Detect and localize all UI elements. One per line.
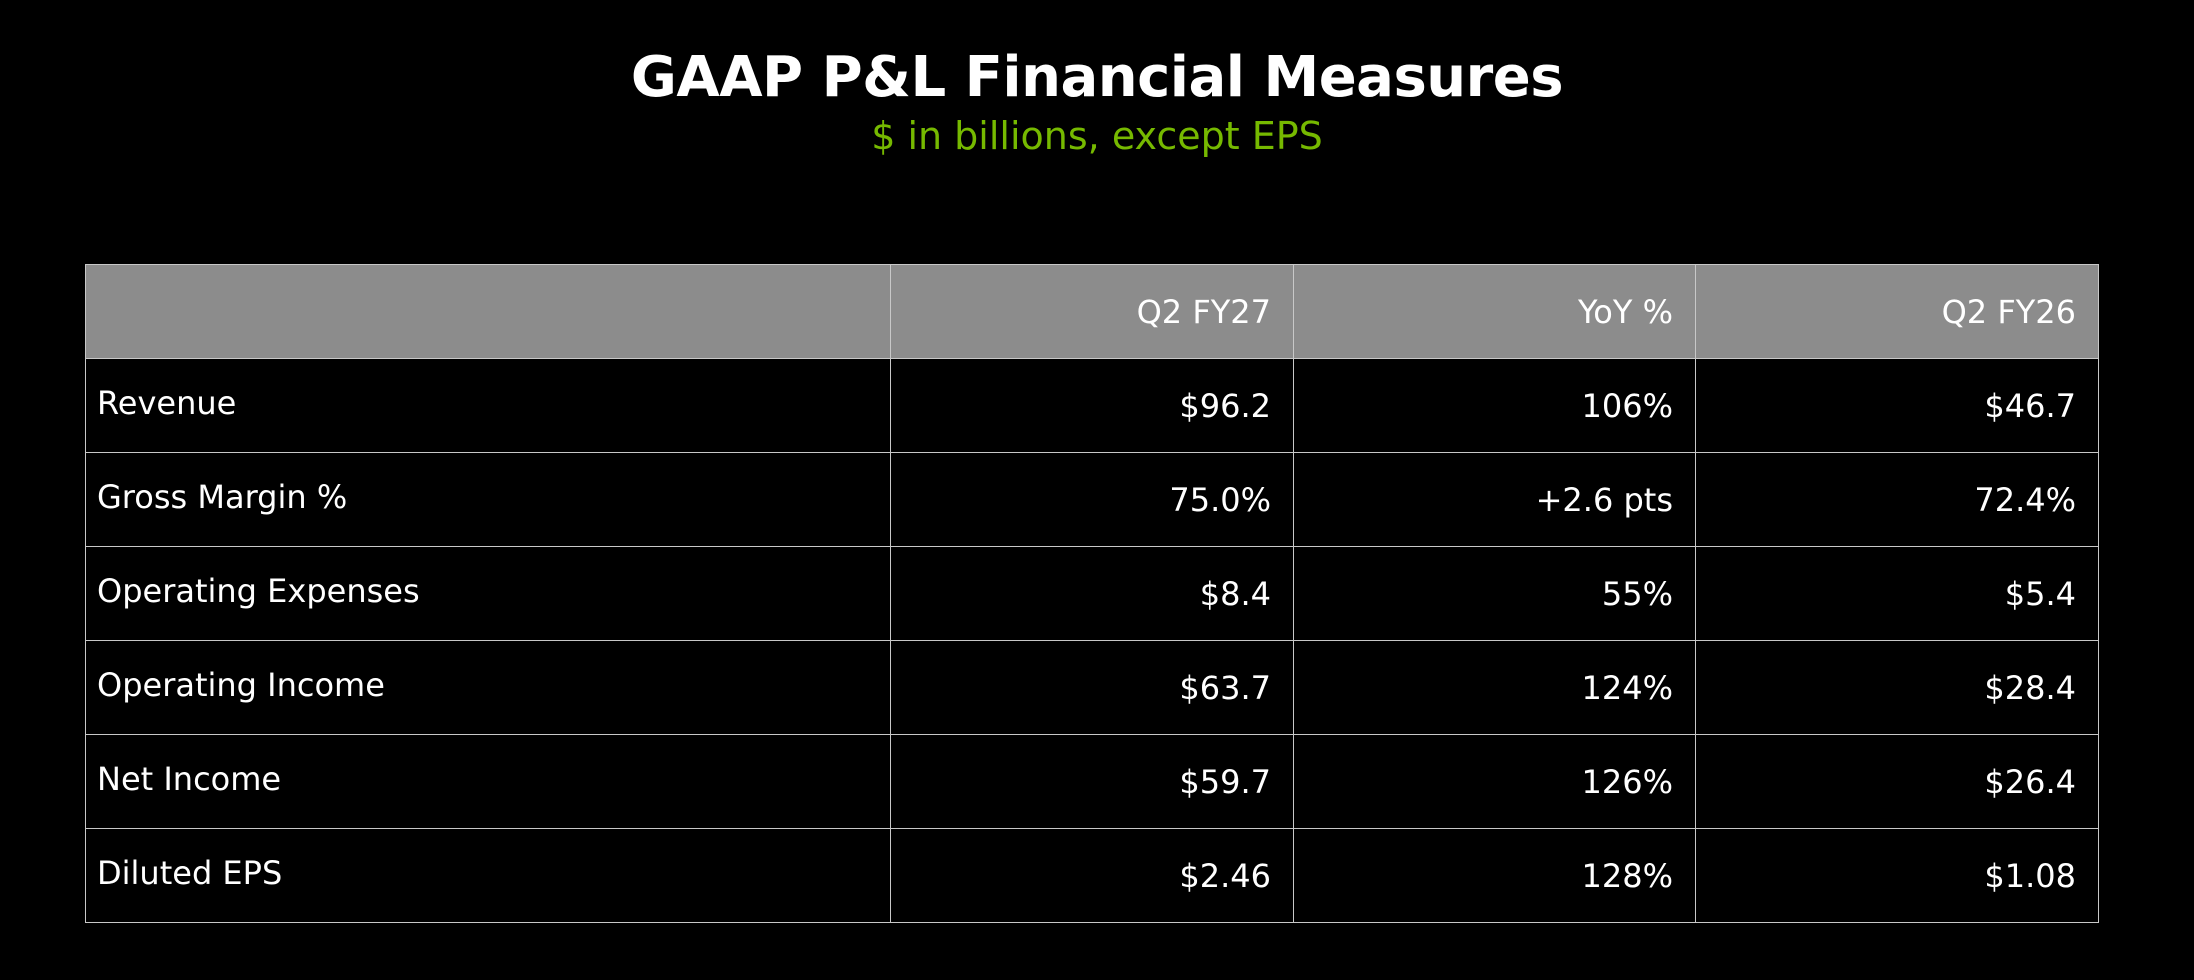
column-header-q2-fy27: Q2 FY27 [890, 264, 1294, 359]
financial-measures-table: Q2 FY27 YoY % Q2 FY26 Revenue $96.2 106%… [85, 264, 2099, 923]
row-label: Operating Expenses [85, 546, 891, 641]
page-subtitle: $ in billions, except EPS [871, 114, 1323, 158]
cell-yoy: 106% [1293, 358, 1696, 453]
cell-yoy: 126% [1293, 734, 1696, 829]
column-header-yoy: YoY % [1293, 264, 1696, 359]
cell-q2-fy26: 72.4% [1695, 452, 2099, 547]
row-label: Diluted EPS [85, 828, 891, 923]
cell-q2-fy26: $1.08 [1695, 828, 2099, 923]
table-row: Revenue $96.2 106% $46.7 [85, 358, 2099, 453]
table-row: Diluted EPS $2.46 128% $1.08 [85, 828, 2099, 923]
cell-q2-fy27: $2.46 [890, 828, 1294, 923]
row-label: Operating Income [85, 640, 891, 735]
column-header-q2-fy26: Q2 FY26 [1695, 264, 2099, 359]
table-row: Operating Income $63.7 124% $28.4 [85, 640, 2099, 735]
column-header-label [85, 264, 891, 359]
cell-yoy: 124% [1293, 640, 1696, 735]
page-title: GAAP P&L Financial Measures [630, 45, 1564, 110]
cell-yoy: 128% [1293, 828, 1696, 923]
cell-q2-fy26: $28.4 [1695, 640, 2099, 735]
table-row: Net Income $59.7 126% $26.4 [85, 734, 2099, 829]
cell-q2-fy27: $96.2 [890, 358, 1294, 453]
cell-q2-fy27: $8.4 [890, 546, 1294, 641]
cell-yoy: +2.6 pts [1293, 452, 1696, 547]
row-label: Gross Margin % [85, 452, 891, 547]
cell-q2-fy27: 75.0% [890, 452, 1294, 547]
cell-q2-fy26: $46.7 [1695, 358, 2099, 453]
row-label: Revenue [85, 358, 891, 453]
cell-q2-fy26: $26.4 [1695, 734, 2099, 829]
cell-yoy: 55% [1293, 546, 1696, 641]
cell-q2-fy27: $63.7 [890, 640, 1294, 735]
row-label: Net Income [85, 734, 891, 829]
table-header-row: Q2 FY27 YoY % Q2 FY26 [85, 264, 2099, 359]
cell-q2-fy27: $59.7 [890, 734, 1294, 829]
cell-q2-fy26: $5.4 [1695, 546, 2099, 641]
table-row: Gross Margin % 75.0% +2.6 pts 72.4% [85, 452, 2099, 547]
table-row: Operating Expenses $8.4 55% $5.4 [85, 546, 2099, 641]
